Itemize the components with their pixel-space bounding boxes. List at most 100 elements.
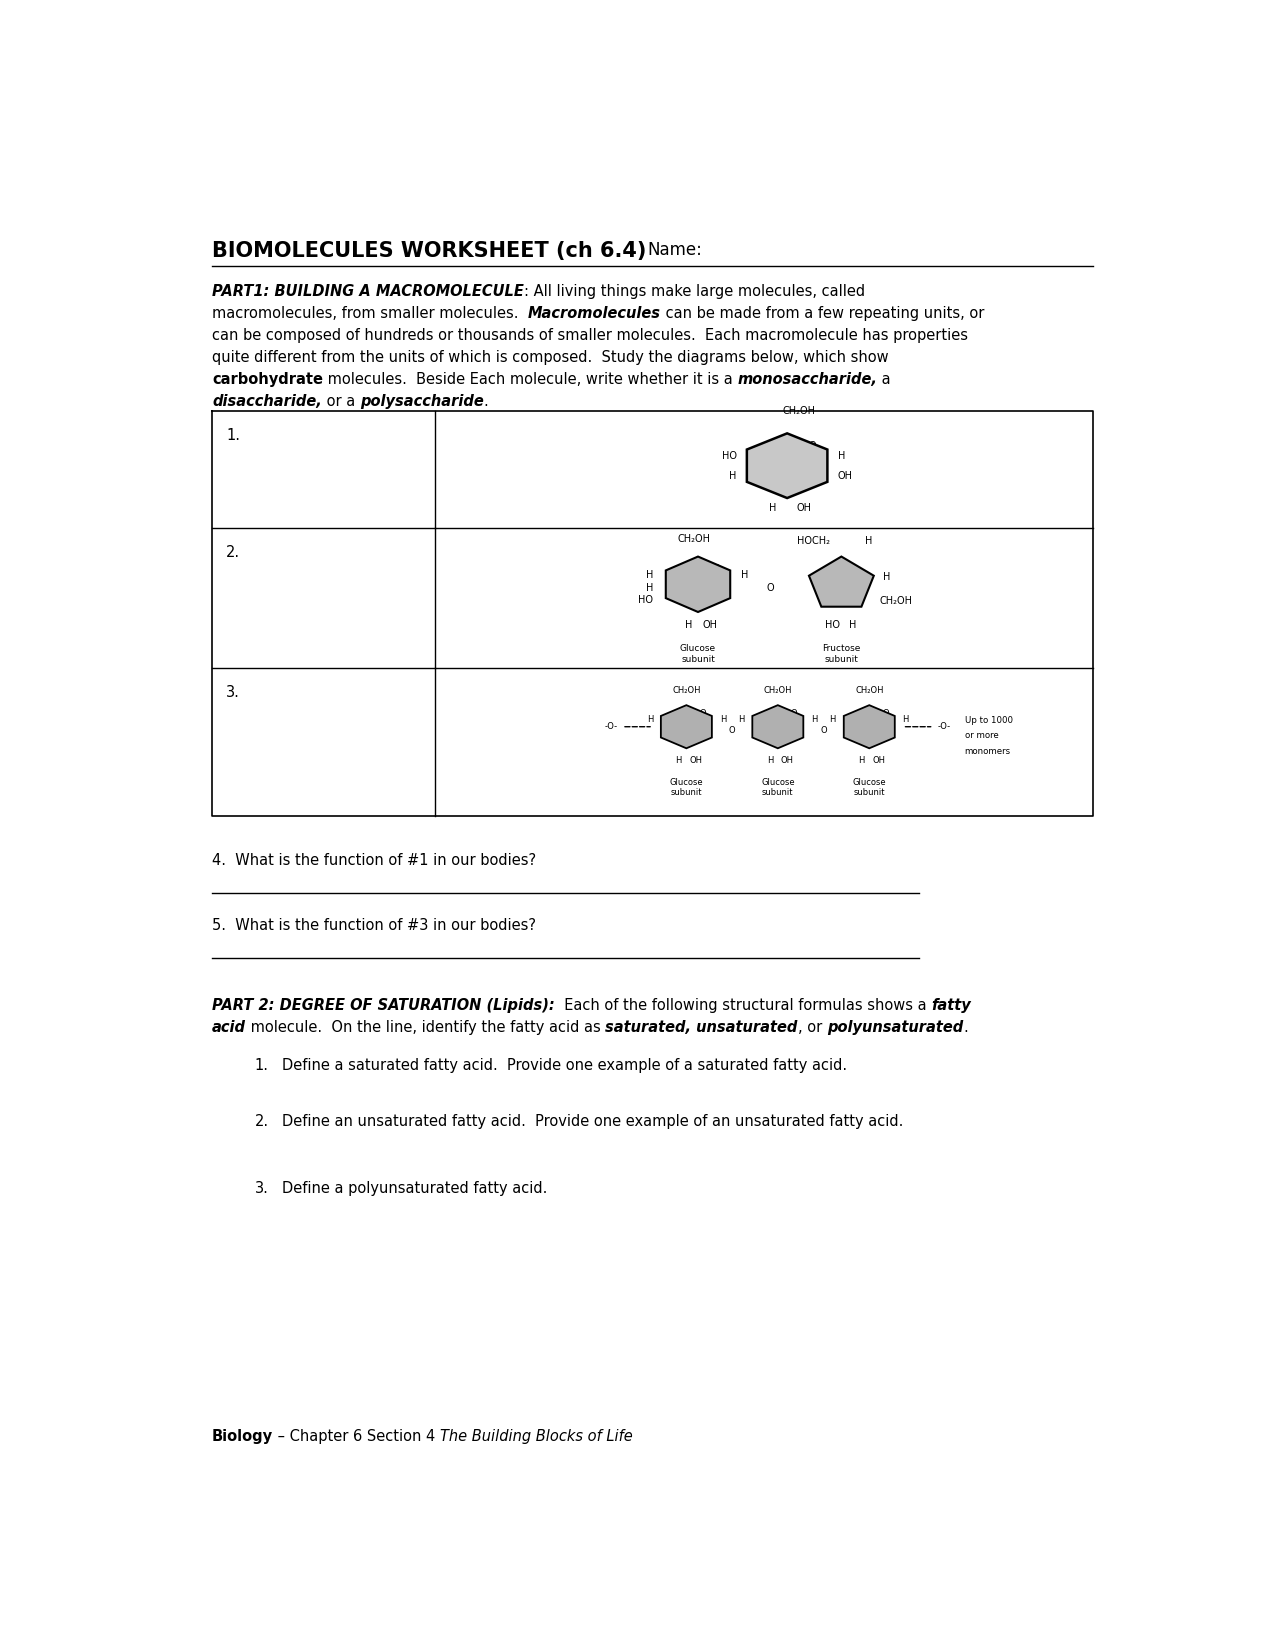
Text: H: H — [705, 581, 714, 591]
Text: monomers: monomers — [965, 746, 1011, 756]
Text: acid: acid — [212, 1020, 246, 1035]
Text: HO: HO — [844, 583, 859, 591]
Text: H: H — [811, 715, 817, 723]
Text: The Building Blocks of Life: The Building Blocks of Life — [440, 1430, 632, 1445]
Text: H: H — [903, 715, 909, 723]
Text: O: O — [808, 441, 816, 451]
Text: Define a polyunsaturated fatty acid.: Define a polyunsaturated fatty acid. — [282, 1182, 547, 1197]
Text: OH: OH — [797, 504, 812, 513]
Text: O: O — [729, 726, 736, 735]
Text: carbohydrate: carbohydrate — [212, 371, 323, 386]
Text: -O-: -O- — [606, 721, 618, 731]
Text: PART1: BUILDING A MACROMOLECULE: PART1: BUILDING A MACROMOLECULE — [212, 284, 524, 299]
Text: fatty: fatty — [931, 997, 970, 1012]
Text: OH: OH — [678, 583, 694, 591]
Text: OH: OH — [703, 619, 717, 629]
Text: H: H — [676, 756, 682, 764]
Text: OH: OH — [856, 721, 868, 731]
Text: 2.: 2. — [255, 1114, 269, 1129]
Text: molecule.  On the line, identify the fatty acid as: molecule. On the line, identify the fatt… — [246, 1020, 606, 1035]
Text: : All living things make large molecules, called: : All living things make large molecules… — [524, 284, 864, 299]
Text: disaccharide,: disaccharide, — [212, 395, 321, 409]
Text: CH₂OH: CH₂OH — [764, 687, 792, 695]
Text: H: H — [864, 537, 872, 546]
Text: H: H — [770, 504, 776, 513]
Text: Each of the following structural formulas shows a: Each of the following structural formula… — [555, 997, 931, 1012]
Text: 5.  What is the function of #3 in our bodies?: 5. What is the function of #3 in our bod… — [212, 918, 536, 933]
Text: can be made from a few repeating units, or: can be made from a few repeating units, … — [660, 307, 984, 322]
Text: .: . — [483, 395, 488, 409]
Text: H: H — [858, 756, 864, 764]
Text: , or: , or — [798, 1020, 826, 1035]
Text: 3.: 3. — [226, 685, 240, 700]
Text: Define a saturated fatty acid.  Provide one example of a saturated fatty acid.: Define a saturated fatty acid. Provide o… — [282, 1058, 847, 1073]
Text: Glucose
subunit: Glucose subunit — [680, 644, 717, 664]
Text: H: H — [646, 715, 653, 723]
Text: Up to 1000: Up to 1000 — [965, 717, 1012, 725]
Text: CH₂OH: CH₂OH — [677, 535, 710, 545]
Text: .: . — [963, 1020, 968, 1035]
Text: CH₂OH: CH₂OH — [880, 596, 913, 606]
Text: Glucose
subunit: Glucose subunit — [853, 778, 886, 797]
Text: 1.: 1. — [226, 428, 240, 442]
Text: quite different from the units of which is composed.  Study the diagrams below, : quite different from the units of which … — [212, 350, 889, 365]
Text: OH: OH — [838, 471, 853, 480]
Text: H: H — [849, 619, 857, 629]
Polygon shape — [752, 705, 803, 748]
Text: H: H — [884, 571, 891, 581]
Text: H: H — [782, 721, 789, 731]
Polygon shape — [808, 556, 873, 606]
Text: H: H — [766, 756, 773, 764]
Text: H: H — [741, 570, 748, 580]
Text: Define an unsaturated fatty acid.  Provide one example of an unsaturated fatty a: Define an unsaturated fatty acid. Provid… — [282, 1114, 903, 1129]
Text: H: H — [685, 619, 692, 629]
Text: Fructose
subunit: Fructose subunit — [822, 644, 861, 664]
Text: OH: OH — [872, 756, 885, 764]
Text: BIOMOLECULES WORKSHEET (ch 6.4): BIOMOLECULES WORKSHEET (ch 6.4) — [212, 241, 646, 261]
Text: CH₂OH: CH₂OH — [672, 687, 701, 695]
Text: – Chapter 6 Section 4: – Chapter 6 Section 4 — [273, 1430, 440, 1445]
Text: H: H — [769, 456, 778, 466]
Text: 2.: 2. — [226, 545, 240, 560]
Text: OH: OH — [780, 756, 793, 764]
Text: H: H — [645, 583, 653, 593]
Polygon shape — [666, 556, 731, 613]
Text: polyunsaturated: polyunsaturated — [826, 1020, 963, 1035]
Text: O: O — [766, 583, 774, 593]
Polygon shape — [747, 433, 827, 499]
Text: Glucose
subunit: Glucose subunit — [761, 778, 794, 797]
Text: or more: or more — [965, 731, 998, 740]
Text: H: H — [830, 581, 838, 591]
Text: 3.: 3. — [255, 1182, 269, 1197]
Text: O: O — [790, 710, 797, 718]
Text: OH: OH — [794, 457, 811, 466]
Text: O: O — [699, 710, 706, 718]
Text: O: O — [820, 726, 827, 735]
Text: H: H — [873, 721, 881, 731]
Text: CH₂OH: CH₂OH — [783, 406, 815, 416]
Text: Glucose
subunit: Glucose subunit — [669, 778, 704, 797]
Text: Macromolecules: Macromolecules — [528, 307, 660, 322]
Text: Name:: Name: — [648, 241, 703, 259]
Text: H: H — [691, 721, 697, 731]
Text: HO: HO — [722, 451, 737, 461]
Text: O: O — [713, 565, 720, 575]
Text: or a: or a — [321, 395, 360, 409]
Text: OH: OH — [690, 756, 703, 764]
Polygon shape — [660, 705, 711, 748]
Text: macromolecules, from smaller molecules.: macromolecules, from smaller molecules. — [212, 307, 528, 322]
Text: OH: OH — [672, 721, 685, 731]
Text: O: O — [882, 710, 889, 718]
Text: can be composed of hundreds or thousands of smaller molecules.  Each macromolecu: can be composed of hundreds or thousands… — [212, 329, 968, 343]
Text: H: H — [719, 715, 725, 723]
Text: H: H — [838, 451, 845, 461]
Text: Biology: Biology — [212, 1430, 273, 1445]
Text: CH₂OH: CH₂OH — [856, 687, 884, 695]
Text: 1.: 1. — [255, 1058, 269, 1073]
Text: H: H — [830, 715, 836, 723]
Text: saturated, unsaturated: saturated, unsaturated — [606, 1020, 798, 1035]
Text: a: a — [877, 371, 891, 386]
Text: H: H — [729, 471, 737, 480]
Text: -O-: -O- — [937, 721, 951, 731]
Text: polysaccharide: polysaccharide — [360, 395, 483, 409]
